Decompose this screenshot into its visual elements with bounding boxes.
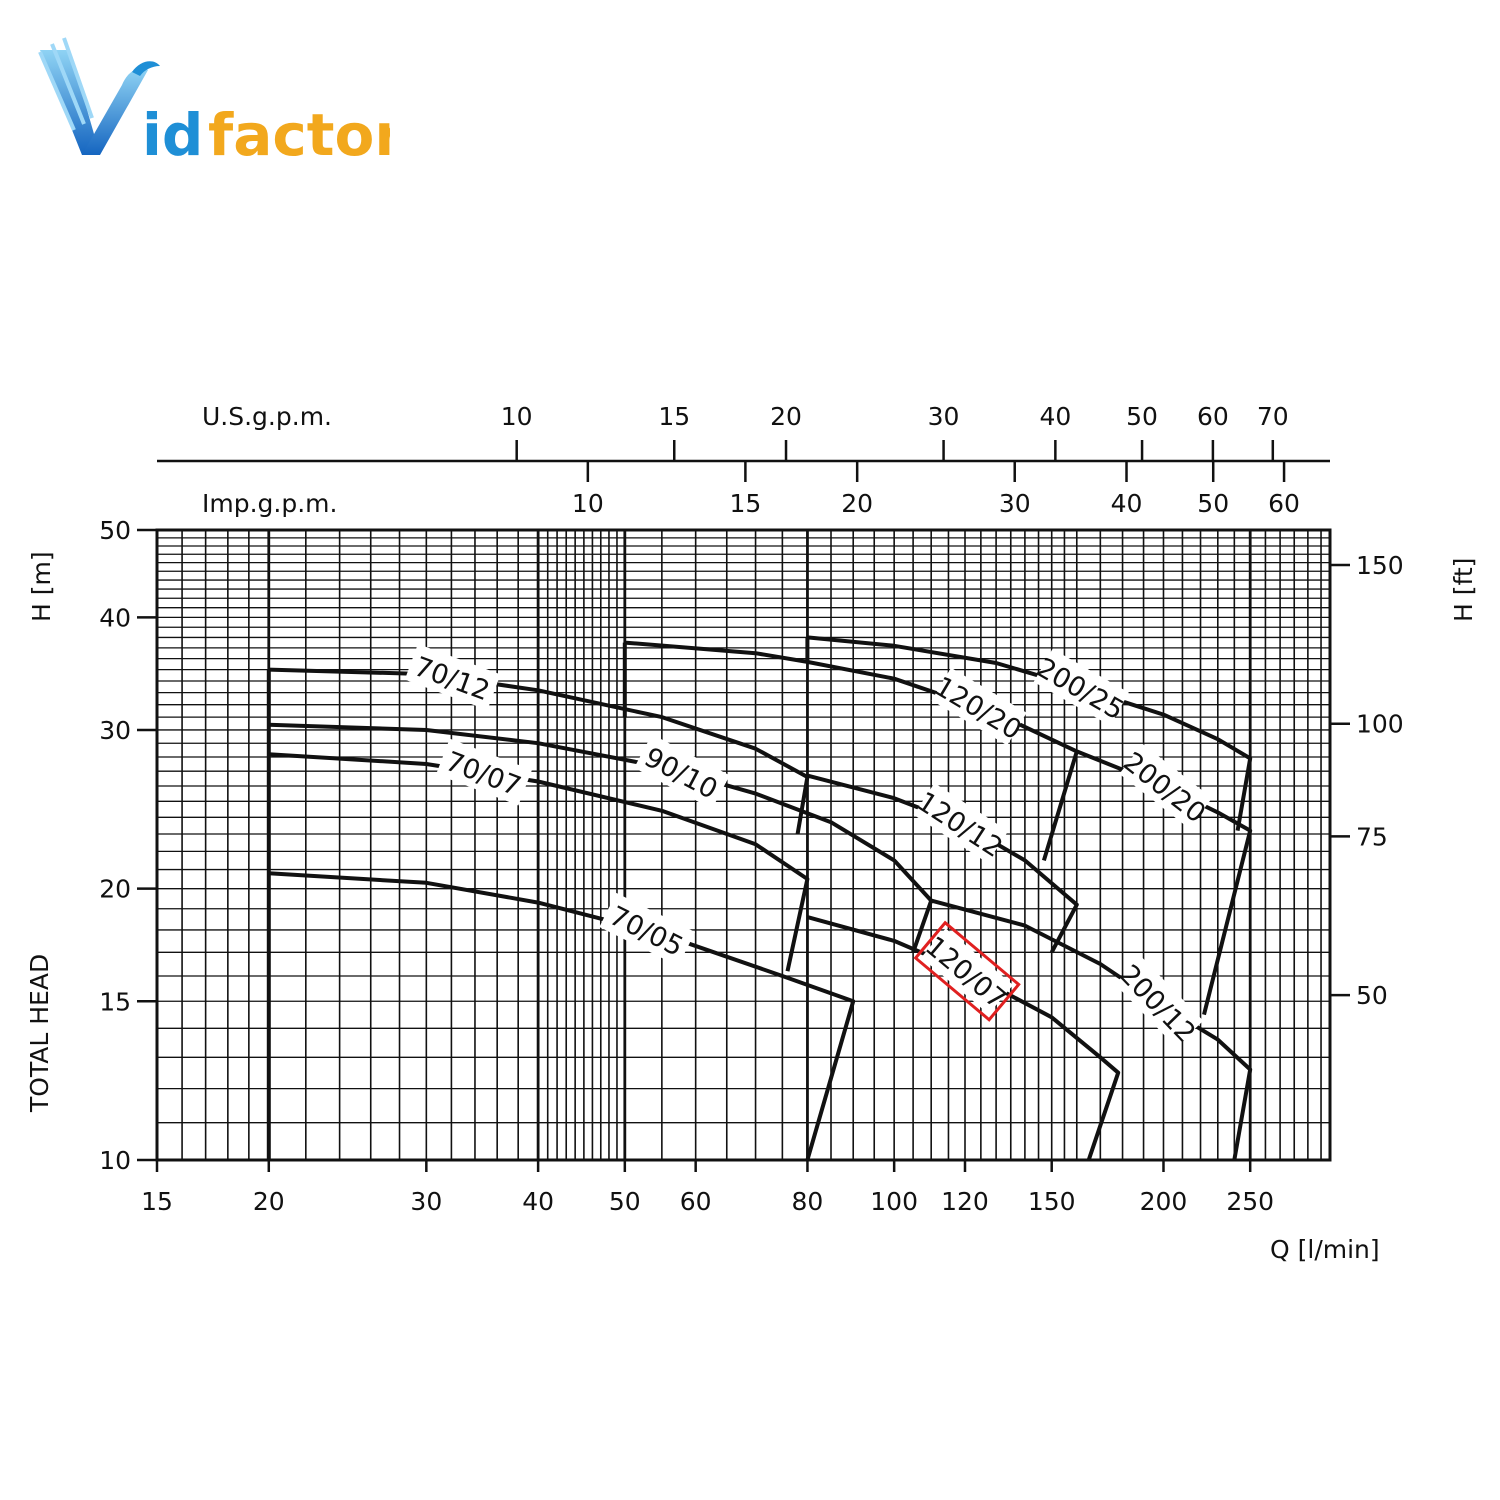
usgpm-tick-label: 20: [770, 402, 802, 431]
logo-text-id: id: [142, 101, 203, 169]
top-axes: 10 15 20 30 40 50 60 70 10 15 20 30 40 50 60: [157, 402, 1330, 518]
y-tick-label: 15: [99, 987, 131, 1016]
usgpm-tick-label: 50: [1126, 402, 1158, 431]
x-tick-label: 150: [1028, 1187, 1076, 1216]
y-tick-label: 20: [99, 875, 131, 904]
x-tick-label: 250: [1226, 1187, 1274, 1216]
highlight-box: [913, 920, 1021, 1022]
series-label-bg: [1119, 743, 1213, 829]
x-tick-label: 200: [1140, 1187, 1188, 1216]
series-label: 70/05: [599, 892, 696, 967]
y-axis-side-label: TOTAL HEAD: [25, 954, 54, 1113]
y2-axis-label: H [ft]: [1449, 558, 1478, 622]
impgpm-axis-label: Imp.g.p.m.: [202, 489, 337, 518]
usgpm-tick-label: 40: [1039, 402, 1071, 431]
impgpm-tick-label: 10: [572, 489, 604, 518]
impgpm-tick-label: 60: [1268, 489, 1300, 518]
y2-tick-label: 100: [1356, 710, 1404, 739]
x-tick-label: 40: [522, 1187, 554, 1216]
series-label: 200/12: [1113, 957, 1204, 1049]
series-label-bg: [634, 734, 730, 809]
usgpm-axis-label: U.S.g.p.m.: [202, 402, 332, 431]
usgpm-tick-label: 60: [1197, 402, 1229, 431]
usgpm-tick-label: 30: [928, 402, 960, 431]
series-line: [268, 871, 856, 1161]
logo-v-mark: [38, 37, 160, 155]
x-tick-label: 60: [680, 1187, 712, 1216]
series-label-bg: [931, 667, 1027, 746]
impgpm-tick-label: 40: [1111, 489, 1143, 518]
y-axis-label: H [m]: [27, 551, 56, 622]
series-label-bg: [404, 643, 501, 710]
series-label-bg: [1033, 648, 1129, 726]
y2-tick-label: 75: [1356, 822, 1388, 851]
series-line: [268, 722, 934, 953]
x-tick-label: 50: [609, 1187, 641, 1216]
x-tick-label: 30: [410, 1187, 442, 1216]
series-label-text: 200/12: [1113, 959, 1201, 1049]
y-tick-label: 50: [99, 516, 131, 545]
usgpm-tick-label: 10: [501, 402, 533, 431]
x-axis-label: Q [l/min]: [1270, 1235, 1380, 1264]
y2-tick-label: 150: [1356, 551, 1404, 580]
y-tick-label: 10: [99, 1146, 131, 1175]
series-label: 90/10: [634, 734, 730, 809]
series-label-bg: [436, 738, 532, 806]
series-line: [268, 752, 810, 972]
y-tick-label: 40: [99, 603, 131, 632]
impgpm-tick-label: 20: [841, 489, 873, 518]
impgpm-tick-label: 50: [1197, 489, 1229, 518]
tick-labels: 15 20 30 40 50 60 80 100 120 150 200 250 10 15 20 30 40 5…: [99, 516, 1404, 1216]
x-tick-label: 80: [792, 1187, 824, 1216]
x-tick-label: 120: [941, 1187, 989, 1216]
series-label-bg: [921, 928, 1014, 1015]
usgpm-tick-label: 70: [1257, 402, 1289, 431]
impgpm-tick-label: 15: [729, 489, 761, 518]
series-line: [624, 640, 1079, 861]
series-label-bg: [913, 783, 1009, 863]
logo-text-factor: factor: [208, 101, 390, 169]
usgpm-tick-label: 15: [658, 402, 690, 431]
series-line: [930, 898, 1253, 1161]
series-label-bg: [1114, 957, 1204, 1048]
impgpm-tick-label: 30: [999, 489, 1031, 518]
y2-tick-label: 50: [1356, 981, 1388, 1010]
x-tick-label: 100: [870, 1187, 918, 1216]
series-line: [806, 915, 1121, 1161]
plot-frame: [155, 528, 1332, 1162]
series-label: 70/12: [404, 643, 501, 710]
grid: [156, 529, 1330, 1161]
x-tick-label: 20: [253, 1187, 285, 1216]
series-label: 120/20: [929, 667, 1027, 746]
series-label-bg: [599, 892, 696, 967]
vidfactor-logo: id factor: [38, 37, 390, 169]
plot-border: [155, 528, 1332, 1162]
x-tick-label: 15: [141, 1187, 173, 1216]
y-tick-label: 30: [99, 716, 131, 745]
